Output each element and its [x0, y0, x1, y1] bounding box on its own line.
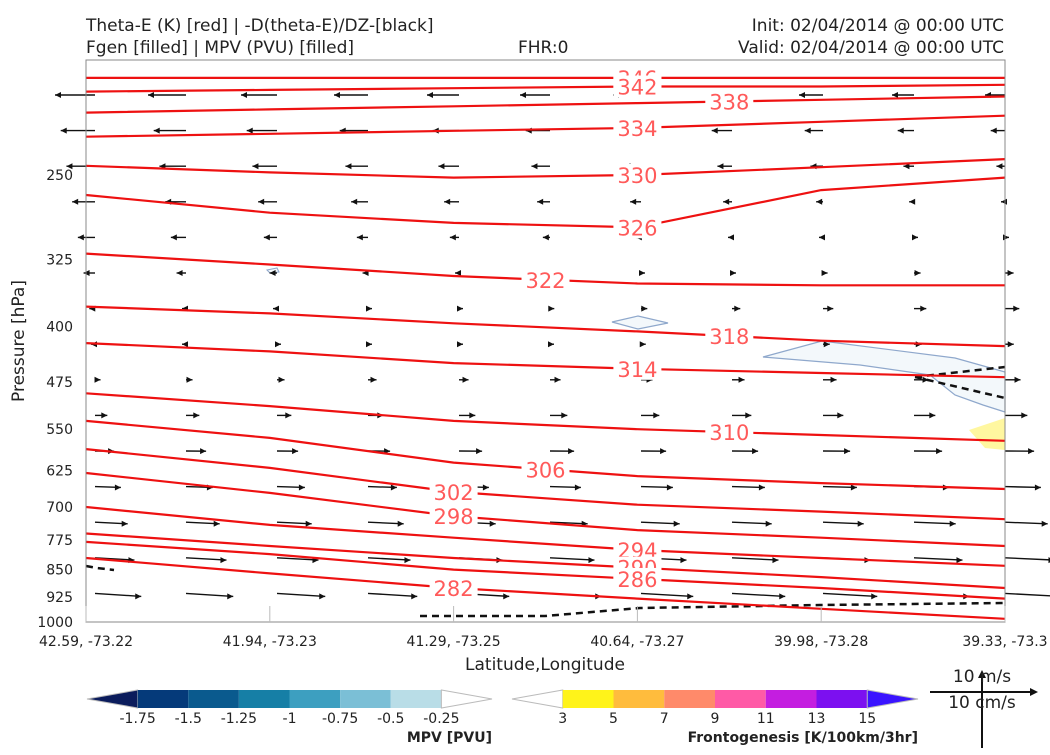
colorbar-tick-label: -0.5 [377, 711, 404, 727]
y-tick-label: 1000 [37, 615, 73, 631]
y-tick-label: 925 [46, 590, 73, 606]
colorbar-tick-label: 13 [808, 711, 826, 727]
colorbar-tick-label: 15 [858, 711, 876, 727]
plot-area: 3463423383343303263223183143103063022982… [55, 60, 1050, 622]
theta-e-contour-label: 334 [617, 117, 657, 141]
colorbar-cell [512, 690, 563, 708]
x-tick-label: 39.98, -73.28 [774, 634, 868, 650]
wind-vector [1005, 558, 1050, 560]
wind-vector-head [1013, 306, 1019, 312]
theta-e-contour-label: 298 [434, 505, 474, 529]
wind-vector-head [1003, 234, 1009, 240]
colorbar-cell [391, 690, 442, 708]
theta-e-contour-label: 338 [709, 90, 749, 114]
title-line-2: Fgen [filled] | MPV (PVU) [filled] [86, 38, 354, 58]
colorbar-tick-label: 9 [711, 711, 720, 727]
wind-vector-head [1008, 341, 1014, 347]
theta-e-contour-label: 330 [617, 164, 657, 188]
colorbar-cell [817, 690, 868, 708]
y-tick-label: 700 [46, 500, 73, 516]
colorbar-cell [563, 690, 614, 708]
colorbar-tick-label: 7 [660, 711, 669, 727]
wind-vector-head [55, 92, 61, 98]
reference-w-label: 10 cm/s [948, 693, 1016, 713]
wind-vector-head [78, 234, 84, 240]
wind-vector-head [1028, 448, 1034, 454]
x-axis-label: Latitude,Longitude [465, 655, 625, 675]
x-tick-label: 40.64, -73.27 [590, 634, 684, 650]
colorbar-tick-label: -1.75 [120, 711, 156, 727]
fgen-colorbar-label: Frontogenesis [K/100km/3hr] [688, 730, 918, 746]
mpv-colorbar: -1.75 -1.5 -1.25 -1 -0.75 -0.5 -0.25 [87, 690, 492, 727]
title-line-1: Theta-E (K) [red] | -D(theta-E)/DZ-[blac… [85, 16, 434, 36]
wind-vector-head [61, 128, 67, 134]
y-tick-label: 475 [46, 375, 73, 391]
x-tick-label: 42.59, -73.22 [39, 634, 133, 650]
init-time: Init: 02/04/2014 @ 00:00 UTC [752, 16, 1004, 36]
y-tick-label: 250 [46, 168, 73, 184]
x-tick-label: 39.33, -73.3 [962, 634, 1047, 650]
theta-e-contour-label: 302 [434, 481, 474, 505]
colorbar-tick-label: -0.25 [423, 711, 459, 727]
colorbar-tick-label: -1 [283, 711, 297, 727]
colorbar-cell [715, 690, 766, 708]
y-tick-label: 325 [46, 253, 73, 269]
mpv-colorbar-label: MPV [PVU] [407, 730, 492, 746]
colorbar-cell [239, 690, 290, 708]
colorbar-tick-label: 5 [609, 711, 618, 727]
wind-vector [1005, 522, 1048, 524]
colorbar-tick-label: -1.5 [175, 711, 202, 727]
colorbar-cell [664, 690, 715, 708]
wind-vector-head [1015, 377, 1021, 383]
theta-e-contour-label: 322 [525, 269, 565, 293]
wind-vector-head [1035, 484, 1041, 490]
colorbar-cell [867, 690, 918, 708]
wind-vector-head [72, 199, 78, 205]
forecast-hour: FHR:0 [518, 38, 568, 58]
fgen-colorbar: 3 5 7 9 11 13 15 [512, 690, 918, 727]
y-tick-label: 550 [46, 422, 73, 438]
colorbar-tick-label: 3 [558, 711, 567, 727]
theta-e-contour-label: 306 [525, 458, 565, 482]
x-tick-label: 41.29, -73.25 [407, 634, 501, 650]
wind-vector-head [1008, 270, 1014, 276]
colorbar-cell [188, 690, 239, 708]
theta-e-contour-label: 326 [617, 216, 657, 240]
reference-u-arrowhead [1030, 688, 1038, 696]
colorbar-cell [340, 690, 391, 708]
y-tick-label: 850 [46, 563, 73, 579]
colorbar-cell [441, 690, 492, 708]
colorbar-cell [138, 690, 189, 708]
wind-vector-head [1042, 521, 1048, 527]
theta-e-contour-label: 318 [709, 325, 749, 349]
theta-e-contour-label: 286 [617, 568, 657, 592]
theta-e-contour-label: 282 [434, 577, 474, 601]
theta-e-contour-label: 310 [709, 421, 749, 445]
wind-vector [1005, 593, 1050, 596]
reference-u-label: 10 m/s [953, 667, 1011, 687]
colorbar-cell [614, 690, 665, 708]
colorbar-cell [87, 690, 138, 708]
colorbar-tick-label: -0.75 [322, 711, 358, 727]
y-axis-ticks: 250 325 400 475 550 625 700 775 850 925 1000 [37, 168, 73, 631]
valid-time: Valid: 02/04/2014 @ 00:00 UTC [738, 38, 1004, 58]
x-tick-label: 41.94, -73.23 [223, 634, 317, 650]
theta-e-contour-label: 314 [617, 358, 657, 382]
wind-vector-head [1021, 412, 1027, 418]
wind-reference-key: 10 m/s 10 cm/s [930, 667, 1038, 748]
y-tick-label: 775 [46, 533, 73, 549]
theta-e-contour-label: 342 [617, 76, 657, 100]
colorbar-tick-label: 11 [757, 711, 775, 727]
colorbar-tick-label: -1.25 [221, 711, 257, 727]
y-tick-label: 625 [46, 463, 73, 479]
y-axis-label: Pressure [hPa] [9, 280, 29, 402]
colorbar-cell [766, 690, 817, 708]
y-tick-label: 400 [46, 320, 73, 336]
colorbar-cell [290, 690, 341, 708]
